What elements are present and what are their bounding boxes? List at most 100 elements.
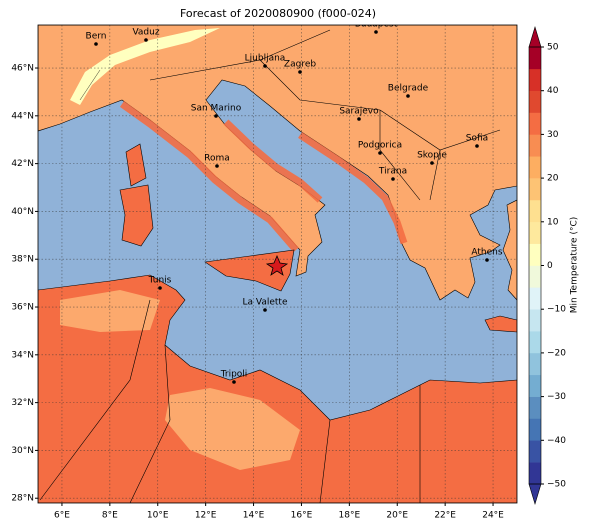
city-label: Skopje xyxy=(417,151,447,161)
city-label: Athens xyxy=(471,248,502,258)
city-dot xyxy=(298,70,302,74)
x-tick-label: 18°E xyxy=(339,511,361,521)
x-tick-label: 16°E xyxy=(291,511,313,521)
africa-cool-patch xyxy=(60,290,160,332)
y-tick-label: 32°N xyxy=(11,398,34,408)
colorbar-bin xyxy=(529,374,541,397)
city-label: Tunis xyxy=(148,276,172,286)
city-label: La Valette xyxy=(243,298,288,308)
colorbar-tick-label: −10 xyxy=(547,305,566,315)
colorbar-bin xyxy=(529,199,541,223)
city-label: Ljubljana xyxy=(245,54,286,64)
colorbar-bin xyxy=(529,440,541,463)
city-label: Podgorica xyxy=(358,141,402,151)
turkey xyxy=(502,199,517,301)
city-dot xyxy=(158,286,162,290)
colorbar-bin xyxy=(529,178,541,201)
sea-outline xyxy=(79,69,101,101)
city-dot xyxy=(430,161,434,165)
y-tick-label: 46°N xyxy=(11,64,34,74)
y-tick-label: 34°N xyxy=(11,350,34,360)
x-tick-label: 10°E xyxy=(147,511,169,521)
city-dot xyxy=(94,42,98,46)
x-tick-label: 24°E xyxy=(482,511,504,521)
colorbar-bin xyxy=(529,265,541,288)
country-borders xyxy=(39,29,501,503)
colorbar-bin xyxy=(529,396,541,419)
africa-cool-patch xyxy=(165,388,300,470)
colorbar-bin xyxy=(529,309,541,332)
sardinia xyxy=(119,184,154,247)
y-tick-label: 40°N xyxy=(11,207,34,217)
city-dot xyxy=(485,258,489,262)
city-label: Bern xyxy=(86,32,107,42)
colorbar-tick-label: 20 xyxy=(547,174,559,184)
city-dot xyxy=(406,94,410,98)
colorbar-bin xyxy=(529,352,541,376)
city-label: Roma xyxy=(204,154,230,164)
colorbar-bin xyxy=(529,47,541,70)
city-label: Sarajevo xyxy=(339,107,379,117)
colorbar-bin xyxy=(529,243,541,266)
colorbar-bin xyxy=(529,221,541,244)
city-dot xyxy=(215,164,219,168)
city-dot xyxy=(378,151,382,155)
x-tick-label: 12°E xyxy=(195,511,217,521)
colorbar-bin xyxy=(529,68,541,91)
colorbar-bin xyxy=(529,418,541,441)
alps-cool xyxy=(70,28,220,105)
colorbar-bin xyxy=(529,134,541,157)
colorbar-tick-label: −20 xyxy=(547,348,566,358)
coastal-warm-band xyxy=(119,101,408,253)
y-tick-label: 30°N xyxy=(11,446,34,456)
colorbar-bin xyxy=(529,90,541,113)
colorbar-tick-label: 50 xyxy=(547,43,559,53)
city-dot xyxy=(391,177,395,181)
city-label: Tirana xyxy=(378,167,407,177)
map-frame xyxy=(37,24,518,504)
colorbar-label: Min Temperature (°C) xyxy=(570,217,580,314)
y-tick-label: 38°N xyxy=(11,255,34,265)
x-tick-label: 14°E xyxy=(243,511,265,521)
city-dot xyxy=(357,117,361,121)
x-tick-label: 20°E xyxy=(386,511,408,521)
city-dot xyxy=(263,308,267,312)
x-tick-label: 6°E xyxy=(54,511,70,521)
city-dot xyxy=(214,114,218,118)
sicily xyxy=(204,249,295,292)
colorbar-tick-label: 40 xyxy=(547,86,559,96)
y-tick-label: 36°N xyxy=(11,303,34,313)
city-dot xyxy=(232,380,236,384)
colorbar-bin xyxy=(529,287,541,310)
colorbar-bin xyxy=(529,331,541,354)
colorbar-tick-label: −30 xyxy=(547,392,566,402)
colorbar-tick-label: 10 xyxy=(547,217,559,227)
city-label: Zagreb xyxy=(284,60,316,70)
city-label: Tripoli xyxy=(220,370,248,380)
city-dot xyxy=(475,144,479,148)
colorbar-bin xyxy=(529,462,541,485)
city-label: Vaduz xyxy=(132,28,159,38)
city-dot xyxy=(374,30,378,34)
colorbar-bin xyxy=(529,156,541,179)
city-dot xyxy=(144,38,148,42)
colorbar-tick-label: −50 xyxy=(547,480,566,490)
x-tick-label: 22°E xyxy=(434,511,456,521)
y-tick-label: 44°N xyxy=(11,111,34,121)
city-label: Sofia xyxy=(466,134,488,144)
x-tick-label: 8°E xyxy=(102,511,118,521)
title: Forecast of 2020080900 (f000-024) xyxy=(180,7,376,20)
colorbar-bin xyxy=(529,112,541,135)
colorbar-extend-top xyxy=(528,25,542,48)
y-tick-label: 28°N xyxy=(11,494,34,504)
site-marker xyxy=(265,254,289,276)
city-label: Budapest xyxy=(355,20,398,30)
city-dot xyxy=(263,64,267,68)
colorbar-tick-label: 0 xyxy=(547,261,553,271)
colorbar-extend-bottom xyxy=(528,483,542,506)
y-tick-label: 42°N xyxy=(11,159,34,169)
colorbar-tick-label: −40 xyxy=(547,436,566,446)
corsica xyxy=(125,143,147,187)
